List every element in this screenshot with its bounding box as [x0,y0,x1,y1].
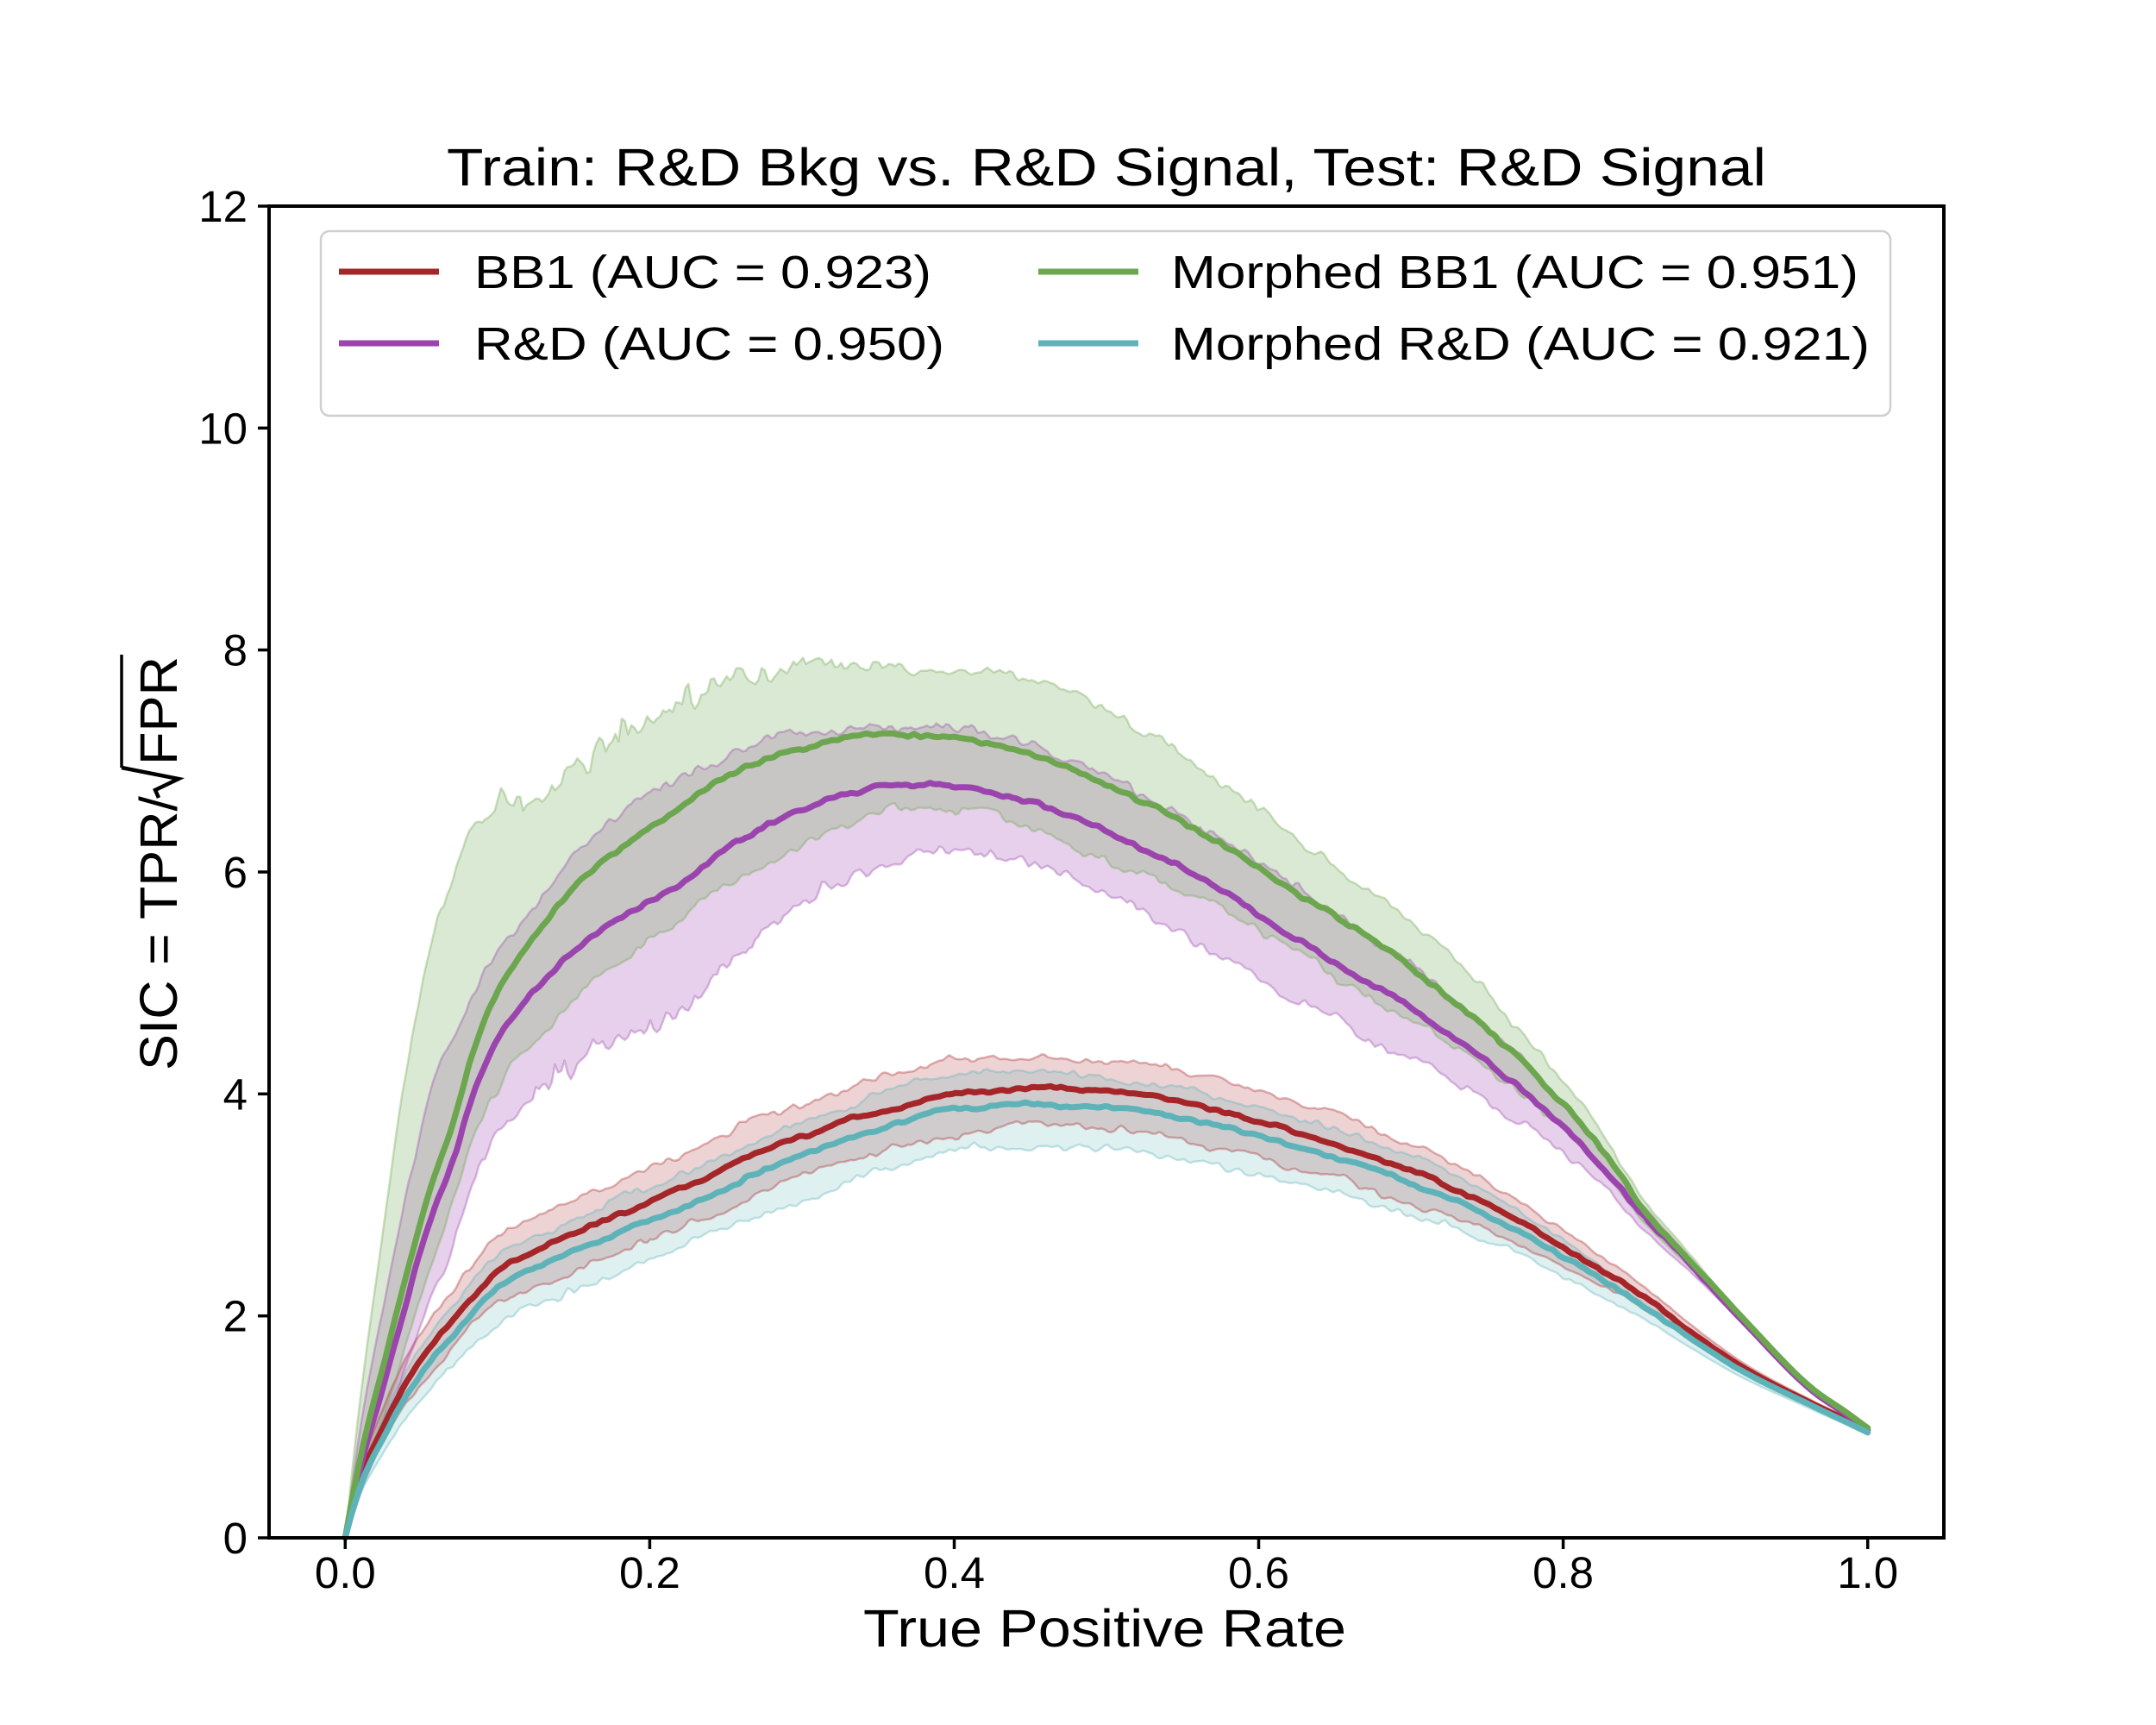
svg-text:8: 8 [223,626,248,675]
svg-text:1.0: 1.0 [1837,1548,1898,1597]
svg-text:R&D (AUC = 0.950): R&D (AUC = 0.950) [474,318,944,370]
svg-text:Morphed BB1 (AUC = 0.951): Morphed BB1 (AUC = 0.951) [1171,247,1858,298]
svg-text:0.0: 0.0 [315,1548,376,1597]
svg-text:0.4: 0.4 [924,1548,985,1597]
svg-text:True Positive Rate: True Positive Rate [863,1599,1346,1658]
svg-text:FPR: FPR [129,656,188,765]
svg-text:0: 0 [223,1514,248,1563]
svg-text:BB1 (AUC = 0.923): BB1 (AUC = 0.923) [474,247,931,298]
svg-text:0.6: 0.6 [1228,1548,1289,1597]
svg-text:0.8: 0.8 [1532,1548,1594,1597]
svg-text:2: 2 [223,1292,248,1341]
svg-text:10: 10 [198,404,248,453]
svg-text:SIC = TPR/: SIC = TPR/ [129,796,188,1070]
svg-text:Train: R&D Bkg vs. R&D Signal,: Train: R&D Bkg vs. R&D Signal, Test: R&D… [447,138,1766,197]
svg-text:4: 4 [223,1070,248,1119]
svg-text:12: 12 [198,182,248,231]
svg-text:0.2: 0.2 [619,1548,680,1597]
svg-text:6: 6 [223,848,248,897]
svg-text:Morphed R&D (AUC = 0.921): Morphed R&D (AUC = 0.921) [1171,318,1870,370]
